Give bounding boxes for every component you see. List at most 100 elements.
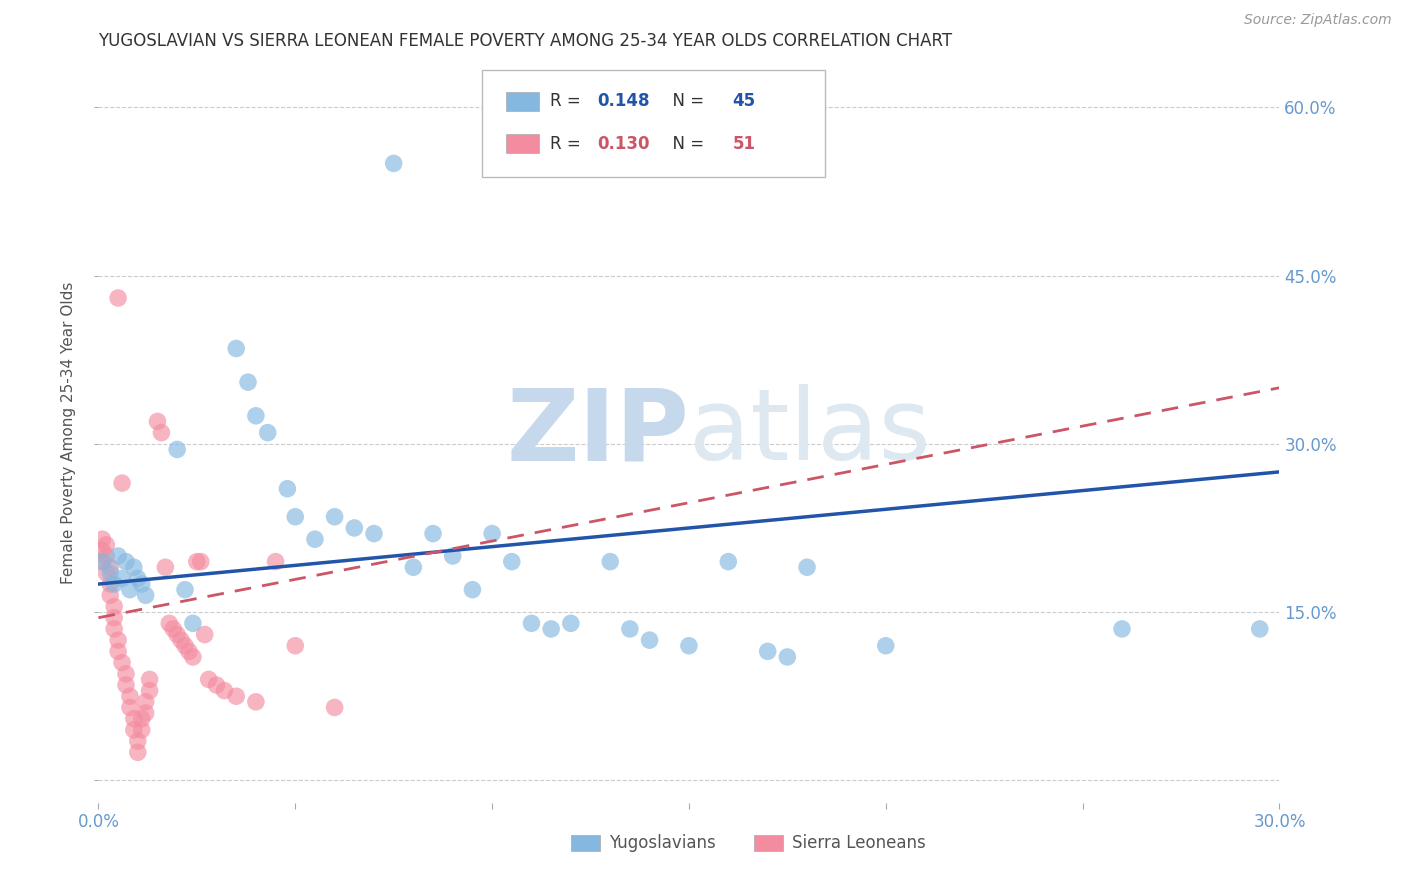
Point [540,622,562,636]
Point [638,633,661,648]
Point [157,616,180,631]
Point [150,425,173,440]
Point [461,582,484,597]
Text: N =: N = [662,135,709,153]
Point [135,695,157,709]
Point [131,712,153,726]
Point [107,633,129,648]
Point [619,622,641,636]
Point [343,521,366,535]
Point [115,678,138,692]
Point [756,644,779,658]
Point [323,509,346,524]
Point [181,616,204,631]
Text: N =: N = [662,92,709,110]
Point [122,712,145,726]
Point [170,633,193,648]
Point [96,566,118,580]
Text: atlas: atlas [689,384,931,481]
Point [103,610,125,624]
Point [422,526,444,541]
Bar [754,835,783,851]
Point [131,577,153,591]
Point [115,666,138,681]
Point [162,622,184,636]
Point [304,532,326,546]
Point [174,582,197,597]
Point [138,673,160,687]
Point [127,571,149,585]
Text: Source: ZipAtlas.com: Source: ZipAtlas.com [1244,13,1392,28]
Point [103,599,125,614]
Point [190,555,212,569]
Point [98,560,121,574]
Point [91,555,114,569]
Text: 0.148: 0.148 [596,92,650,110]
Point [382,156,405,170]
Point [131,723,153,737]
Point [1249,622,1271,636]
Point [127,734,149,748]
Point [186,555,208,569]
Point [111,571,134,585]
Point [91,532,114,546]
Point [194,627,217,641]
Point [118,700,141,714]
Point [1111,622,1133,636]
Text: ZIP: ZIP [506,384,689,481]
Point [245,409,267,423]
Point [225,690,247,704]
Point [111,476,134,491]
Point [107,644,129,658]
Point [796,560,818,574]
Text: R =: R = [550,92,585,110]
Point [98,577,121,591]
Point [107,549,129,563]
Bar [506,135,538,153]
Point [98,588,121,602]
Point [284,639,307,653]
Point [205,678,228,692]
Point [225,342,247,356]
Bar [506,92,538,111]
Point [107,291,129,305]
Point [135,706,157,720]
Point [127,745,149,759]
Point [118,582,141,597]
Point [678,639,700,653]
Point [520,616,543,631]
Point [236,375,259,389]
Point [115,555,138,569]
Bar [571,835,600,851]
Point [98,566,121,580]
FancyBboxPatch shape [482,70,825,178]
Point [166,442,188,457]
Point [91,543,114,558]
Point [146,414,169,428]
Point [122,723,145,737]
Point [96,549,118,563]
Point [91,555,114,569]
Point [481,526,503,541]
Point [174,639,197,653]
Point [118,690,141,704]
Point [214,683,236,698]
Point [197,673,219,687]
Point [875,639,897,653]
Point [181,650,204,665]
Point [177,644,200,658]
Point [717,555,740,569]
Point [441,549,464,563]
Text: Sierra Leoneans: Sierra Leoneans [792,834,925,852]
Point [111,656,134,670]
Point [155,560,177,574]
Point [276,482,298,496]
Point [122,560,145,574]
Point [138,683,160,698]
Text: 0.130: 0.130 [596,135,650,153]
Point [560,616,582,631]
Text: 45: 45 [733,92,756,110]
Point [363,526,385,541]
Point [776,650,799,665]
Text: Yugoslavians: Yugoslavians [609,834,716,852]
